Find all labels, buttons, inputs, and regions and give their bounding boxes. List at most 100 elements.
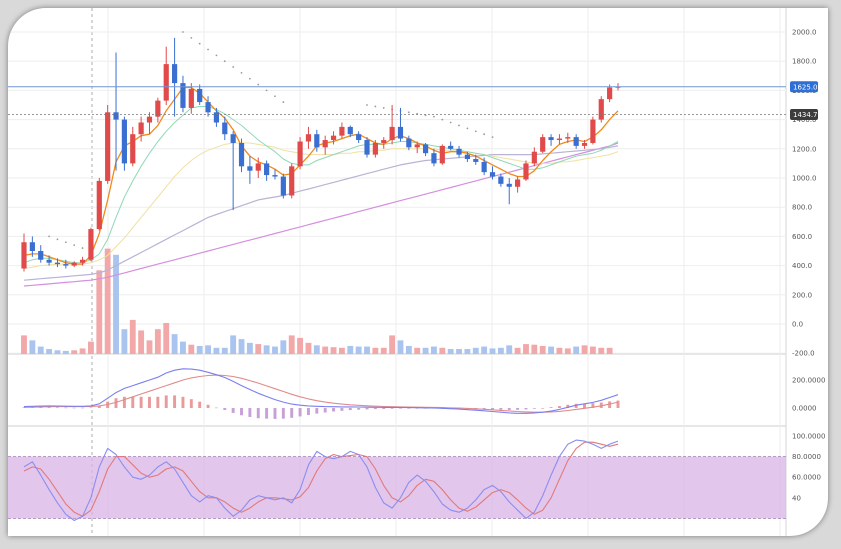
volume-bar [497, 347, 504, 354]
candle-body [556, 138, 563, 141]
macd-histogram-bar [616, 400, 620, 408]
macd-histogram-bar [265, 408, 269, 419]
candle-body [213, 112, 220, 123]
volume-bar [29, 340, 36, 354]
macd-histogram-bar [399, 408, 402, 409]
macd-histogram-bar [114, 398, 118, 408]
candle-body [197, 88, 203, 103]
sar-dot [64, 241, 67, 244]
volume-bar [380, 347, 387, 354]
candle-body [473, 159, 479, 162]
macd-histogram-bar [81, 407, 85, 409]
price-tick-label: 2000.0 [792, 29, 817, 37]
candle-body [314, 134, 320, 148]
sar-dot [240, 71, 243, 74]
volume-bar [573, 346, 580, 354]
stoch-tick-label: 40 [792, 494, 801, 502]
stoch-tick-label: 60.0000 [792, 474, 821, 482]
sar-dot [73, 244, 76, 247]
volume-bar [288, 335, 295, 354]
candle-body [113, 112, 119, 120]
volume-bar [163, 323, 170, 354]
volume-bar [21, 335, 27, 354]
volume-bar [96, 270, 103, 354]
stoch-d-line [23, 441, 619, 517]
sar-dot [458, 124, 460, 127]
volume-bar [62, 350, 69, 354]
volume-bar [514, 347, 521, 354]
sar-dot [257, 83, 260, 86]
macd-histogram-bar [47, 407, 51, 408]
candle-body [130, 134, 136, 164]
volume-bar [506, 345, 513, 354]
candle-body [339, 126, 345, 136]
candle-body [289, 166, 295, 196]
volume-bar [431, 346, 437, 354]
volume-bar [581, 345, 588, 354]
sar-dot [466, 127, 469, 130]
macd-line [23, 368, 619, 414]
volume-bar [456, 349, 462, 354]
macd-histogram-bar [583, 403, 586, 408]
volume-bar [397, 340, 404, 354]
candle-body [46, 259, 52, 263]
sar-dot [223, 60, 226, 63]
sar-dot [382, 107, 385, 109]
candlesticks [21, 37, 621, 272]
sar-dot [190, 36, 193, 39]
candle-body [498, 176, 504, 184]
volume-bar [330, 347, 337, 354]
price-tick-label: 600.0 [792, 233, 812, 241]
stoch-tick-label: 80.0000 [792, 453, 821, 461]
macd-histogram-bar [306, 408, 310, 415]
price-overlay [8, 86, 786, 115]
volume-bar [305, 342, 312, 354]
volume-bar [180, 341, 186, 354]
candle-body [372, 142, 378, 155]
price-tick-label: 800.0 [792, 204, 812, 212]
volume-bar [121, 329, 128, 354]
ma-long-line [23, 145, 619, 281]
volume-bar [71, 350, 78, 354]
candle-body [573, 137, 579, 146]
volume-bar [230, 335, 237, 354]
volume-bar [531, 344, 538, 354]
macd-histogram-bar [273, 408, 277, 419]
ma-fast-line [23, 86, 619, 265]
candle-body [79, 259, 86, 263]
macd-histogram-bar [122, 396, 126, 408]
candle-body [146, 116, 153, 123]
candle-body [565, 137, 571, 139]
macd-histogram-bar [315, 408, 319, 414]
candle-body [448, 145, 454, 149]
sar-dot [215, 54, 218, 57]
reference-price-badge: 1434.7 [793, 111, 818, 119]
macd-histogram-bar [574, 403, 578, 408]
volume-bar [205, 345, 211, 354]
macd-histogram-bar [549, 407, 553, 408]
stoch-tick-label: 100.0000 [792, 433, 825, 441]
volume-bar [489, 348, 496, 354]
volume-bar [439, 347, 446, 354]
last-price-badge-bg [790, 81, 818, 93]
macd-histogram-bar [323, 408, 327, 413]
volume-bar [246, 342, 253, 354]
volume-bar [196, 345, 203, 354]
macd-histogram-bar [148, 396, 151, 408]
sar-dot [48, 235, 50, 238]
candle-body [523, 163, 529, 180]
volume-bar [523, 344, 529, 354]
macd-histogram-bar [516, 408, 520, 410]
candle-body [105, 112, 111, 181]
sar-dot [433, 115, 435, 118]
candle-body [155, 100, 161, 117]
macd-histogram-bar [348, 408, 352, 411]
volume-bar [297, 337, 304, 354]
macd-histogram-bar [357, 408, 361, 410]
macd-histogram-bar [97, 405, 101, 408]
sar-dot [274, 95, 276, 98]
volume-bar [79, 348, 86, 354]
macd-histogram-bar [164, 395, 168, 408]
macd-histogram-bar [365, 408, 369, 410]
macd-histogram-bar [524, 408, 528, 410]
